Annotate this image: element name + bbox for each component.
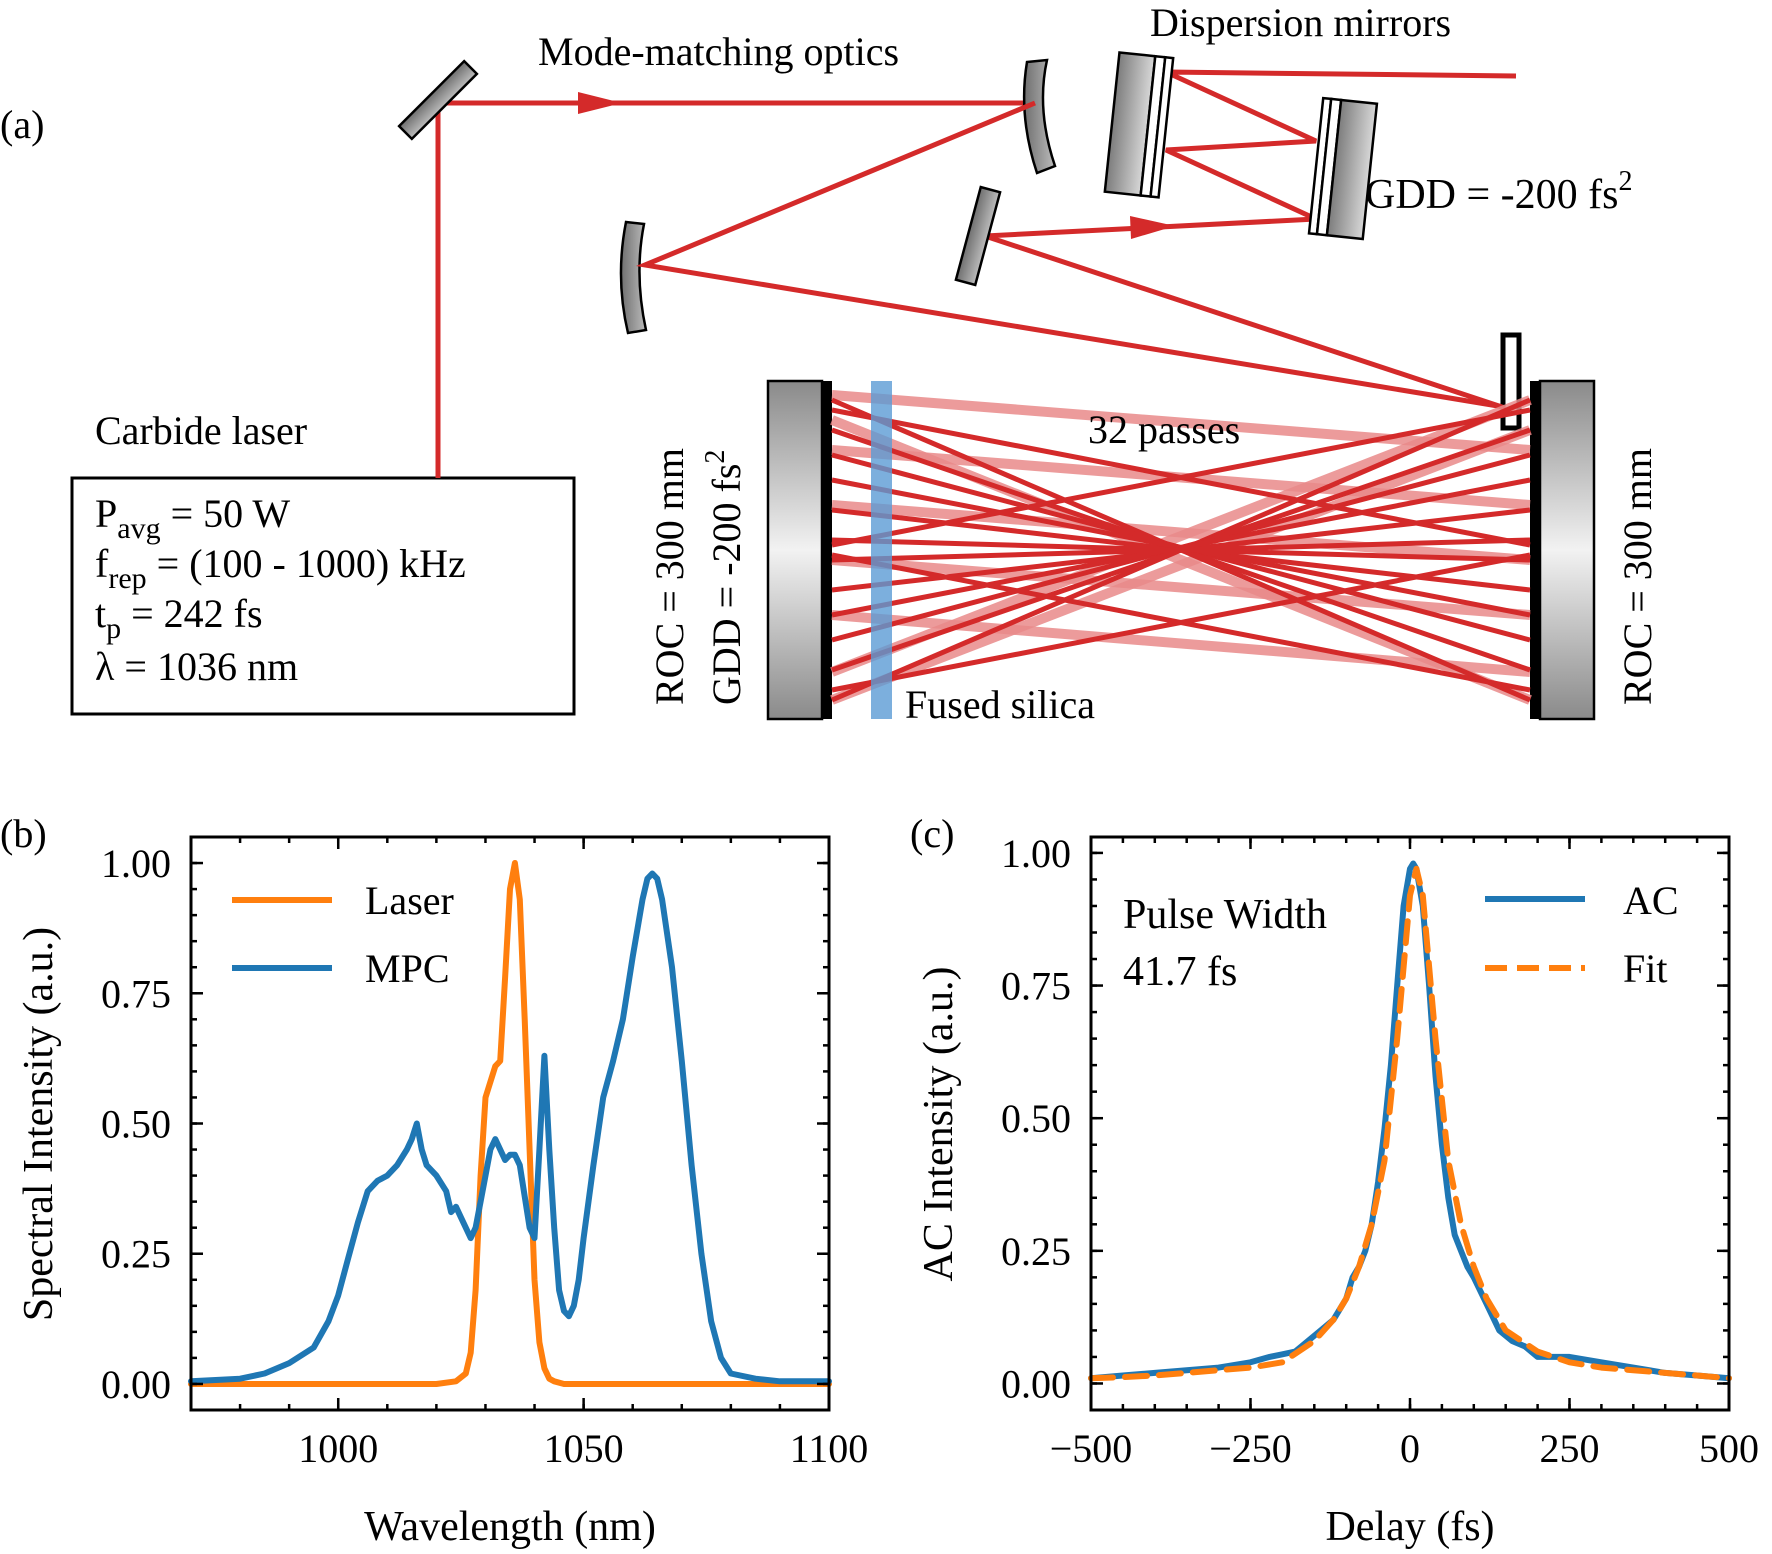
laser-spec-box: [70, 476, 576, 716]
chart-c-ytick-label: 0.25: [1001, 1229, 1071, 1274]
chart-b-xtick-label: 1050: [544, 1426, 624, 1471]
laser-spec-lambda: λ = 1036 nm: [95, 644, 298, 689]
dispersion-mirrors-label: Dispersion mirrors: [1150, 0, 1451, 45]
panel-b: (b) 1000 1050 1100 0.00 0.25 0.50 0.75 1.00 Wav…: [0, 811, 868, 1550]
fused-silica-label: Fused silica: [905, 682, 1095, 727]
chart-c-ytick-label: 0.00: [1001, 1361, 1071, 1406]
chart-c-xtick-label: 0: [1400, 1426, 1420, 1471]
mpc-right-mirror: [1538, 379, 1596, 721]
chart-b-ytick-label: 1.00: [101, 841, 171, 886]
laser-name: Carbide laser: [95, 408, 307, 453]
fold-mirror-1: [397, 59, 479, 141]
beam-laser-output: [435, 100, 1035, 478]
dispersion-gdd-label: GDD = -200 fs2: [1365, 166, 1633, 218]
mpc-right-mirror-coating: [1530, 381, 1540, 719]
mode-matching-label: Mode-matching optics: [538, 29, 899, 74]
chart-b-ytick-label: 0.25: [101, 1232, 171, 1277]
chart-b-ytick-label: 0.00: [101, 1362, 171, 1407]
fold-mirror-2: [954, 185, 1002, 287]
mpc-left-mirror-coating: [822, 381, 832, 719]
chart-c-xtick-label: −250: [1209, 1426, 1292, 1471]
laser-spec-tp: tp = 242 fs: [95, 591, 263, 645]
laser-spec-pavg: Pavg = 50 W: [95, 491, 290, 545]
chart-c-xtick-label: 500: [1699, 1426, 1759, 1471]
beam-dispersion-bounces: [1164, 69, 1517, 222]
legend-fit-label: Fit: [1623, 946, 1667, 991]
legend-laser-label: Laser: [365, 878, 454, 923]
pulse-width-annotation: Pulse Width: [1123, 892, 1327, 938]
fused-silica-plate: [871, 381, 892, 719]
pulse-width-value: 41.7 fs: [1123, 949, 1237, 995]
chart-c-ylabel: AC Intensity (a.u.): [916, 967, 962, 1282]
chart-b-ytick-label: 0.75: [101, 971, 171, 1016]
mpc-left-mirror: [766, 379, 824, 721]
chart-b-ylabel: Spectral Intensity (a.u.): [16, 927, 62, 1321]
beam-arrow-1: [578, 92, 622, 114]
left-mirror-roc-label: ROC = 300 mm: [647, 448, 692, 705]
left-mirror-gdd-label: GDD = -200 fs2: [700, 450, 749, 705]
legend-ac-label: AC: [1623, 878, 1679, 923]
dispersion-mirror-2: [1307, 96, 1379, 241]
chart-c-series-ac-line: [1088, 860, 1732, 1382]
chart-c-ticks: −500 −250 0 250 500 0.00 0.25 0.50 0.75 1.00: [1001, 831, 1759, 1471]
beam-arrow-2: [1130, 216, 1175, 239]
panel-a-label: (a): [0, 102, 44, 147]
chart-b-xlabel: Wavelength (nm): [364, 1504, 656, 1550]
chart-c-ytick-label: 0.75: [1001, 964, 1071, 1009]
chart-b-series-laser-line: [188, 860, 832, 1387]
chart-c-series-fit-line: [1088, 865, 1732, 1382]
chart-c-xtick-label: 250: [1540, 1426, 1600, 1471]
chart-c-ytick-label: 1.00: [1001, 831, 1071, 876]
chart-c-series: [1088, 860, 1732, 1382]
panel-c: (c) −500 −250 0 250 5000.000.250.500.751.00 …: [910, 811, 1759, 1550]
passes-label: 32 passes: [1088, 407, 1240, 452]
panel-c-label: (c): [910, 811, 954, 856]
chart-b-series-mpc-line: [188, 870, 832, 1385]
mpc-beam-pattern: [830, 390, 1532, 705]
mode-matching-mirror-2: [619, 220, 648, 335]
chart-b-xtick-label: 1100: [790, 1426, 869, 1471]
chart-c-ytick-label: 0.50: [1001, 1096, 1071, 1141]
chart-b-xtick-label: 1000: [298, 1426, 378, 1471]
panel-b-label: (b): [0, 811, 47, 856]
right-mirror-roc-label: ROC = 300 mm: [1615, 448, 1660, 705]
chart-b-ticks: 1000 1050 1100 0.00 0.25 0.50 0.75 1.00: [101, 835, 869, 1471]
beam-mpc-output: [984, 233, 1506, 411]
chart-c-xlabel: Delay (fs): [1325, 1504, 1494, 1550]
chart-b-series: [188, 860, 832, 1387]
laser-spec-frep: frep = (100 - 1000) kHz: [95, 541, 466, 595]
mode-matching-mirror-1: [1022, 58, 1057, 175]
chart-b-ytick-label: 0.50: [101, 1102, 171, 1147]
dispersion-mirror-1: [1103, 51, 1175, 199]
panel-a: (a) Carbide laser Pavg = 50 W frep = (10…: [0, 0, 1660, 727]
legend-mpc-label: MPC: [365, 946, 450, 991]
chart-c-xtick-label: −500: [1050, 1426, 1133, 1471]
beam-mode-matching: [635, 100, 1511, 411]
